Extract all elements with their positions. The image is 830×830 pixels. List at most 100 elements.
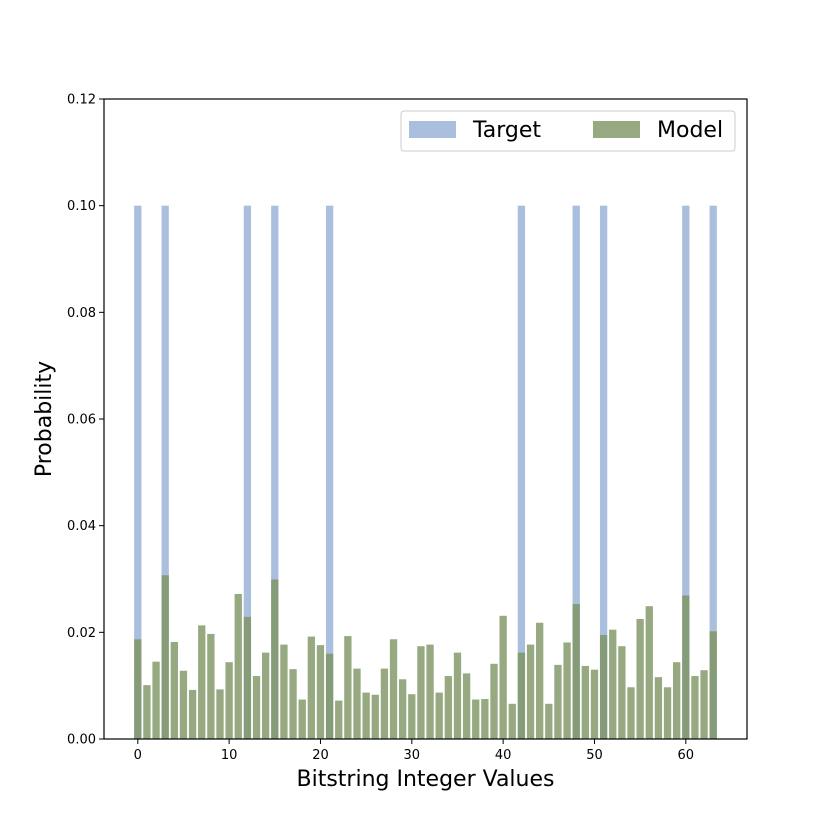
- model-bar-9: [216, 689, 224, 739]
- y-axis-ticks: 0.00 0.02 0.04 0.06 0.08 0.10 0.12: [67, 93, 104, 748]
- target-bar-21: [325, 205, 334, 739]
- model-bar-40: [499, 615, 507, 739]
- legend-box: [400, 110, 736, 152]
- target-series-bars: [134, 205, 717, 739]
- model-bar-0: [134, 639, 142, 739]
- y-tick-label: 0.12: [67, 93, 96, 108]
- model-bar-37: [472, 699, 480, 739]
- model-bar-3: [161, 575, 169, 739]
- target-bar-15: [271, 205, 279, 739]
- model-bar-24: [353, 668, 361, 739]
- model-bar-26: [371, 694, 379, 739]
- y-tick-label: 0.10: [67, 199, 96, 214]
- model-bar-10: [225, 662, 233, 739]
- model-bar-33: [435, 692, 443, 739]
- y-tick-label: 0.04: [67, 519, 96, 534]
- model-bar-7: [198, 625, 206, 739]
- legend: Target Model: [400, 110, 736, 152]
- model-bar-48: [572, 604, 580, 739]
- x-axis-title: Bitstring Integer Values: [297, 767, 555, 792]
- model-bar-42: [517, 652, 526, 739]
- model-bar-19: [307, 636, 315, 739]
- model-bar-58: [663, 687, 672, 739]
- y-tick-label: 0.02: [67, 626, 96, 641]
- model-bar-46: [554, 664, 562, 739]
- model-bar-60: [682, 595, 690, 739]
- legend-swatch-target: [409, 121, 456, 138]
- model-bar-35: [453, 652, 462, 739]
- model-bar-30: [408, 694, 416, 739]
- model-bar-36: [462, 673, 471, 739]
- model-bar-50: [590, 669, 599, 739]
- model-bar-16: [280, 644, 288, 739]
- model-bar-12: [243, 616, 252, 739]
- model-bar-21: [325, 653, 334, 739]
- x-tick-label: 40: [495, 748, 512, 763]
- model-bar-31: [417, 646, 425, 739]
- model-bar-6: [188, 689, 197, 739]
- model-bar-2: [152, 661, 160, 739]
- y-tick-label: 0.00: [67, 733, 96, 748]
- model-bar-14: [262, 652, 270, 739]
- legend-swatch-model: [593, 121, 640, 138]
- model-bar-17: [289, 669, 297, 739]
- model-bar-29: [399, 679, 407, 739]
- model-bar-55: [636, 619, 644, 739]
- model-bar-27: [380, 668, 389, 739]
- model-bar-44: [536, 622, 544, 739]
- model-bar-52: [609, 629, 617, 739]
- model-bar-4: [170, 641, 178, 739]
- model-bar-22: [335, 700, 343, 739]
- target-bar-48: [572, 205, 580, 739]
- x-tick-label: 0: [134, 748, 142, 763]
- x-tick-label: 30: [404, 748, 421, 763]
- model-bar-23: [344, 636, 352, 739]
- model-bar-28: [389, 639, 398, 739]
- model-bar-8: [207, 633, 215, 739]
- legend-label-model: Model: [657, 118, 723, 143]
- legend-label-target: Target: [472, 118, 541, 143]
- model-bar-34: [444, 676, 452, 739]
- model-bar-1: [143, 685, 151, 739]
- target-bar-60: [682, 205, 690, 739]
- model-bar-47: [563, 642, 571, 739]
- model-bar-62: [700, 670, 708, 739]
- model-bar-5: [179, 670, 188, 739]
- model-bar-51: [599, 635, 608, 739]
- model-bar-56: [645, 606, 653, 739]
- x-axis-ticks: 0 10 20 30 40 50 60: [134, 739, 694, 763]
- x-tick-label: 20: [312, 748, 329, 763]
- model-bar-57: [654, 677, 663, 739]
- model-bar-20: [316, 645, 325, 739]
- model-bar-61: [691, 676, 699, 739]
- model-bar-54: [627, 687, 635, 739]
- model-bar-11: [234, 593, 242, 739]
- model-bar-18: [298, 699, 306, 739]
- model-bar-39: [490, 663, 498, 739]
- model-bar-41: [508, 703, 516, 739]
- x-tick-label: 50: [586, 748, 603, 763]
- model-bar-38: [481, 699, 489, 739]
- model-bar-45: [545, 703, 553, 739]
- target-bar-42: [517, 205, 526, 739]
- target-bar-3: [161, 205, 169, 739]
- target-bar-63: [709, 205, 717, 739]
- model-bar-49: [581, 665, 589, 739]
- y-axis-title: Probability: [32, 361, 57, 477]
- model-bar-59: [673, 662, 681, 739]
- x-tick-label: 60: [678, 748, 695, 763]
- target-bar-12: [243, 205, 252, 739]
- model-bar-43: [526, 644, 535, 739]
- model-bar-25: [362, 692, 370, 739]
- target-bar-0: [134, 205, 142, 739]
- x-tick-label: 10: [221, 748, 238, 763]
- model-bar-53: [618, 646, 626, 739]
- model-bar-32: [426, 644, 434, 739]
- model-series-bars: [134, 575, 717, 739]
- target-bar-51: [599, 205, 608, 739]
- model-bar-63: [709, 631, 717, 739]
- model-bar-15: [271, 579, 279, 739]
- y-tick-label: 0.06: [67, 413, 96, 428]
- model-bar-13: [252, 676, 261, 739]
